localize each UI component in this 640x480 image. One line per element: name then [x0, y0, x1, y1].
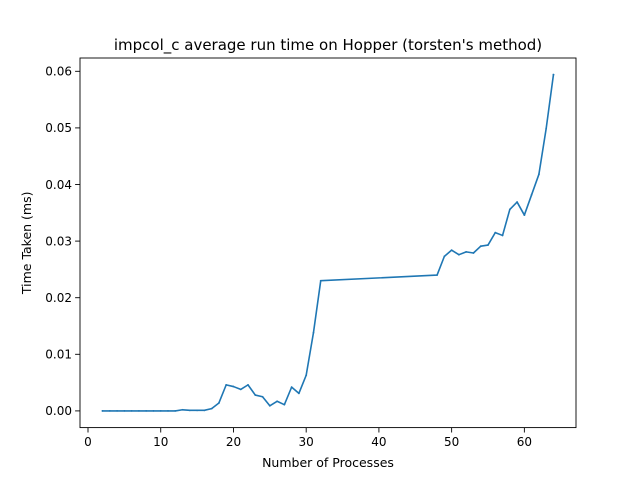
- y-tick-label: 0.04: [45, 178, 72, 192]
- data-point: [225, 383, 228, 386]
- data-point: [298, 392, 300, 395]
- chart-title: impcol_c average run time on Hopper (tor…: [114, 36, 542, 55]
- data-point: [181, 408, 184, 411]
- data-point: [516, 201, 518, 203]
- y-axis-label: Time Taken (ms): [19, 191, 34, 295]
- data-point: [523, 214, 526, 216]
- x-tick-label: 50: [444, 435, 459, 449]
- data-point: [196, 409, 198, 412]
- data-point: [130, 410, 133, 412]
- data-point: [152, 410, 155, 412]
- data-point: [174, 410, 177, 412]
- data-point: [479, 245, 482, 248]
- data-point: [232, 385, 235, 388]
- data-point: [239, 388, 242, 391]
- data-point: [465, 250, 468, 253]
- data-point: [138, 410, 140, 412]
- y-tick-label: 0.01: [45, 348, 72, 362]
- data-point: [123, 410, 126, 412]
- data-point: [443, 255, 446, 258]
- data-point: [458, 253, 460, 256]
- data-point: [436, 274, 438, 276]
- data-point: [312, 331, 315, 334]
- series-line-0: [101, 73, 555, 412]
- x-tick-label: 40: [371, 435, 386, 449]
- data-point: [145, 410, 148, 412]
- data-point: [159, 410, 162, 412]
- plot-frame: [79, 57, 577, 429]
- y-tick-label: 0.00: [45, 404, 72, 418]
- x-tick-label: 30: [299, 435, 314, 449]
- data-point: [210, 407, 213, 410]
- y-tick-label: 0.05: [45, 121, 72, 135]
- data-point: [276, 400, 278, 403]
- data-point: [116, 410, 118, 412]
- data-point: [552, 73, 555, 76]
- data-point: [261, 395, 264, 398]
- data-point: [487, 244, 489, 246]
- data-point: [319, 279, 322, 282]
- data-point: [305, 374, 308, 377]
- data-point: [501, 234, 504, 237]
- data-point: [538, 173, 540, 176]
- data-point: [530, 193, 533, 196]
- x-tick-label: 60: [517, 435, 532, 449]
- x-tick-label: 0: [84, 435, 92, 449]
- plot-area: [80, 58, 576, 428]
- data-point: [101, 410, 104, 412]
- x-axis-ticks: 0 10 20 30 40 50 60: [84, 427, 532, 449]
- data-point: [283, 403, 286, 406]
- data-point: [167, 410, 169, 412]
- y-tick-label: 0.06: [45, 65, 72, 79]
- data-point: [268, 404, 271, 407]
- data-point: [188, 409, 191, 412]
- data-point: [290, 386, 293, 389]
- y-axis-ticks: 0.00 0.01 0.02 0.03 0.04 0.05 0.06: [45, 65, 80, 418]
- x-axis-label: Number of Processes: [262, 455, 394, 470]
- data-point: [472, 252, 475, 254]
- y-tick-label: 0.03: [45, 234, 72, 248]
- x-tick-label: 20: [226, 435, 241, 449]
- data-point: [108, 410, 111, 412]
- data-point: [218, 402, 220, 404]
- data-point: [247, 383, 249, 386]
- data-point: [508, 208, 511, 211]
- y-tick-label: 0.02: [45, 291, 72, 305]
- data-point: [203, 409, 206, 412]
- data-point: [450, 249, 453, 252]
- data-point: [494, 231, 497, 234]
- data-point: [545, 127, 548, 130]
- x-tick-label: 10: [153, 435, 168, 449]
- series-layer: [101, 73, 555, 412]
- data-point: [254, 394, 257, 396]
